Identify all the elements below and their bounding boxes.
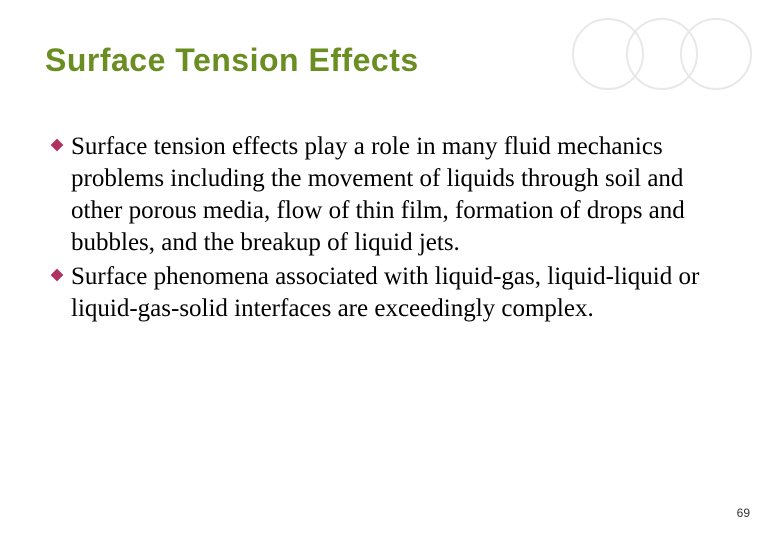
decoration-circle xyxy=(680,18,752,90)
diamond-bullet-icon xyxy=(49,131,71,153)
bullet-text: Surface tension effects play a role in m… xyxy=(71,131,735,259)
diamond-bullet-icon xyxy=(49,261,71,283)
decorative-circles xyxy=(572,18,752,90)
slide: Surface Tension Effects Surface tension … xyxy=(0,0,780,540)
bullet-item: Surface tension effects play a role in m… xyxy=(49,131,735,259)
bullet-text: Surface phenomena associated with liquid… xyxy=(71,261,735,325)
page-number: 69 xyxy=(737,506,750,520)
slide-content: Surface tension effects play a role in m… xyxy=(45,131,745,325)
bullet-item: Surface phenomena associated with liquid… xyxy=(49,261,735,325)
